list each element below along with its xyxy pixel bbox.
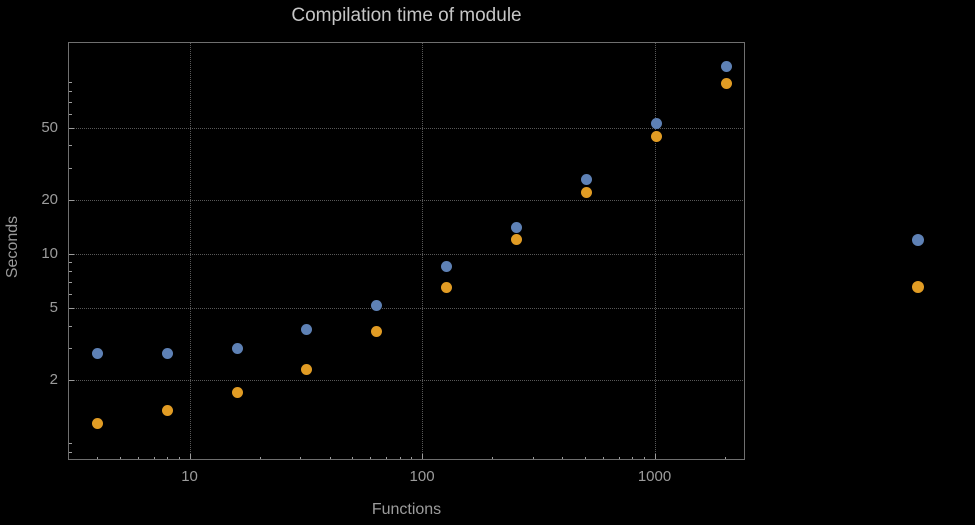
x-minor-tick	[137, 456, 139, 460]
y-minor-tick	[68, 348, 72, 350]
x-minor-tick	[352, 456, 354, 460]
y-minor-tick	[68, 145, 72, 147]
y-minor-tick	[68, 81, 72, 83]
x-minor-tick	[562, 456, 563, 460]
data-point-series-1-blue	[511, 222, 523, 234]
grid-line-horizontal	[68, 254, 745, 255]
grid-line-vertical	[422, 42, 424, 460]
y-minor-tick	[68, 380, 72, 381]
y-minor-tick	[68, 128, 72, 129]
x-minor-tick	[602, 456, 604, 460]
y-minor-tick	[68, 308, 72, 310]
x-tick-label: 100	[409, 468, 435, 485]
y-minor-tick	[68, 199, 72, 201]
x-tick-label: 1000	[637, 468, 672, 485]
y-minor-tick	[68, 91, 72, 93]
legend-marker-series-2	[912, 281, 924, 293]
data-point-series-2-orange	[161, 405, 173, 417]
y-minor-tick	[68, 294, 72, 295]
y-minor-tick	[68, 101, 72, 103]
x-minor-tick	[532, 456, 534, 460]
data-point-series-2-orange	[651, 130, 663, 142]
x-tick-label: 10	[181, 468, 198, 485]
y-tick-label: 2	[49, 371, 58, 388]
grid-line-horizontal	[68, 128, 745, 129]
x-minor-tick	[329, 456, 331, 460]
plot-frame	[68, 42, 745, 460]
x-minor-tick	[411, 456, 413, 460]
x-minor-tick	[584, 456, 586, 460]
data-point-series-2-orange	[721, 78, 733, 90]
y-tick	[68, 254, 74, 255]
data-point-series-1-blue	[441, 261, 453, 273]
grid-line-horizontal	[68, 199, 745, 201]
data-point-series-1-blue	[301, 324, 313, 336]
y-minor-tick	[68, 325, 72, 327]
x-tick	[189, 454, 191, 460]
x-minor-tick	[386, 456, 388, 460]
data-point-series-2-orange	[511, 234, 523, 246]
grid-line-horizontal	[68, 380, 745, 381]
x-minor-tick	[259, 456, 261, 460]
y-tick-label: 5	[49, 299, 58, 317]
data-point-series-1-blue	[371, 299, 383, 311]
x-minor-tick	[119, 456, 121, 460]
x-minor-tick	[643, 456, 645, 460]
y-minor-tick	[68, 281, 72, 283]
x-minor-tick	[631, 456, 633, 460]
y-axis-label: Seconds	[4, 215, 21, 279]
data-point-series-2-orange	[581, 186, 593, 198]
x-minor-tick	[178, 456, 180, 460]
data-point-series-1-blue	[721, 60, 733, 72]
x-minor-tick	[492, 456, 494, 460]
y-minor-tick	[68, 451, 72, 453]
y-tick-label: 50	[41, 119, 58, 136]
y-minor-tick	[68, 271, 72, 273]
grid-line-vertical	[654, 42, 656, 460]
grid-line-horizontal	[68, 308, 745, 310]
data-point-series-1-blue	[581, 173, 593, 185]
x-minor-tick	[370, 456, 372, 460]
y-tick-label: 10	[41, 245, 58, 262]
data-point-series-2-orange	[371, 326, 383, 338]
x-minor-tick	[618, 456, 620, 460]
x-minor-tick	[724, 456, 726, 460]
y-minor-tick	[68, 442, 72, 444]
x-minor-tick	[97, 456, 99, 460]
data-point-series-1-blue	[161, 348, 173, 360]
y-minor-tick	[68, 262, 72, 264]
x-tick	[422, 454, 424, 460]
data-point-series-1-blue	[651, 117, 663, 129]
x-minor-tick	[167, 456, 169, 460]
x-tick	[654, 454, 656, 460]
data-point-series-2-orange	[301, 363, 313, 375]
y-minor-tick	[68, 113, 72, 115]
x-minor-tick	[300, 456, 302, 460]
x-minor-tick	[153, 456, 155, 460]
data-point-series-2-orange	[441, 282, 453, 294]
x-axis-label: Functions	[371, 501, 442, 518]
data-point-series-1-blue	[231, 342, 243, 354]
legend-marker-series-1	[912, 234, 924, 246]
y-minor-tick	[68, 168, 72, 169]
chart-title: Compilation time of module	[291, 5, 522, 26]
y-tick-label: 20	[41, 190, 58, 208]
data-point-series-2-orange	[91, 417, 103, 429]
grid-line-vertical	[189, 42, 191, 460]
data-point-series-2-orange	[231, 387, 243, 399]
data-point-series-1-blue	[91, 348, 103, 360]
x-minor-tick	[399, 456, 401, 460]
